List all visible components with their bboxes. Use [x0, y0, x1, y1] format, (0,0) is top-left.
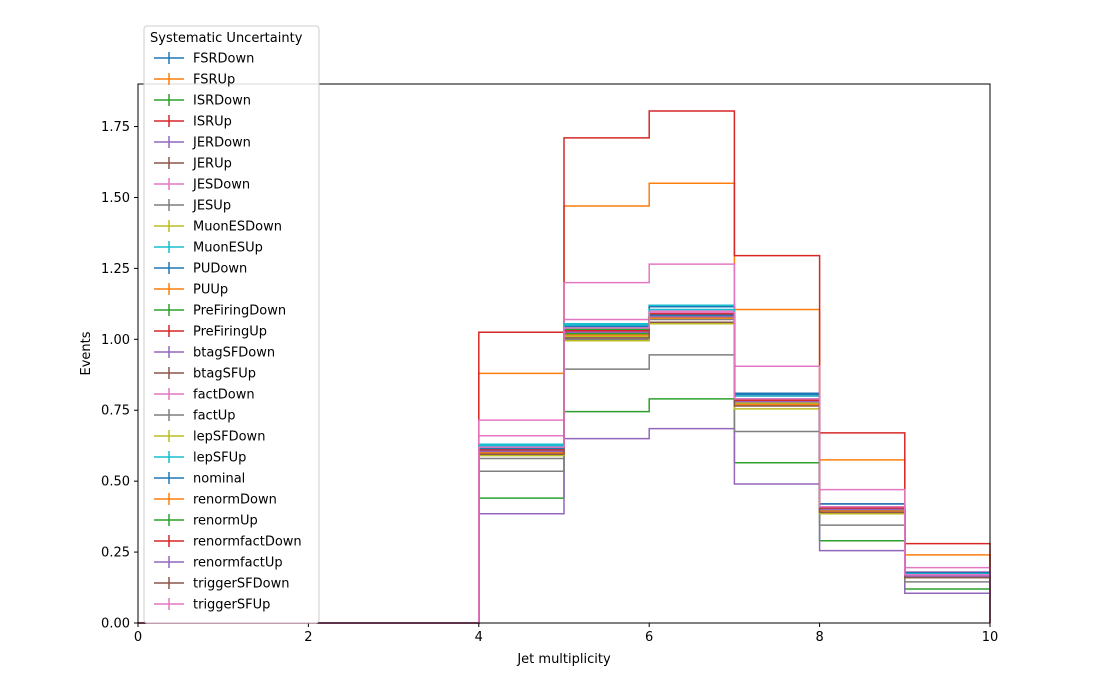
legend-label: PreFiringDown [193, 304, 286, 319]
legend-label: FSRDown [193, 52, 254, 67]
x-tick-label: 8 [815, 630, 823, 645]
legend-label: JERUp [192, 157, 232, 172]
legend-label: lepSFUp [193, 451, 246, 466]
x-tick-label: 2 [304, 630, 312, 645]
legend-label: btagSFDown [193, 346, 275, 361]
legend-label: renormUp [193, 514, 258, 529]
x-axis: 0 2 4 6 8 10 [134, 623, 998, 645]
legend-label: renormDown [193, 493, 277, 508]
y-tick-label: 1.00 [101, 333, 130, 348]
y-tick-label: 0.50 [101, 475, 130, 490]
y-tick-label: 0.25 [101, 546, 130, 561]
legend-label: FSRUp [193, 73, 235, 88]
legend-label: lepSFDown [193, 430, 265, 445]
y-axis-label: Events [79, 331, 94, 375]
y-tick-label: 0.75 [101, 404, 130, 419]
y-tick-label: 1.25 [101, 262, 130, 277]
legend-label: PUUp [193, 283, 228, 298]
legend-label: MuonESDown [193, 220, 282, 235]
plot-frame [137, 83, 991, 624]
legend-label: PreFiringUp [193, 325, 267, 340]
x-axis-label: Jet multiplicity [516, 652, 611, 667]
x-tick-label: 4 [475, 630, 483, 645]
legend-label: JESDown [192, 178, 250, 193]
x-tick-label: 0 [134, 630, 142, 645]
legend: Systematic Uncertainty FSRDown FSRUp ISRDo… [143, 25, 320, 624]
legend-label: triggerSFUp [193, 598, 270, 613]
legend-label: triggerSFDown [193, 577, 289, 592]
x-tick-label: 6 [645, 630, 653, 645]
legend-title: Systematic Uncertainty [150, 31, 303, 46]
y-tick-label: 1.50 [101, 191, 130, 206]
legend-label: factDown [193, 388, 255, 403]
legend-label: nominal [193, 472, 245, 487]
legend-label: JESUp [192, 199, 231, 214]
y-axis: 0.00 0.25 0.50 0.75 1.00 1.25 1.50 1.75 [101, 120, 138, 632]
y-tick-label: 0.00 [101, 617, 130, 632]
legend-label: PUDown [193, 262, 247, 277]
legend-items: FSRDown FSRUp ISRDown ISRUp JERDown JERUp JESD… [154, 52, 302, 613]
legend-label: factUp [193, 409, 236, 424]
legend-label: renormfactDown [193, 535, 302, 550]
legend-label: ISRDown [193, 94, 251, 109]
x-tick-label: 10 [982, 630, 999, 645]
legend-label: JERDown [192, 136, 251, 151]
legend-label: btagSFUp [193, 367, 256, 382]
legend-label: MuonESUp [193, 241, 263, 256]
legend-box [143, 25, 320, 624]
y-tick-label: 1.75 [101, 120, 130, 135]
legend-label: ISRUp [193, 115, 232, 130]
legend-label: renormfactUp [193, 556, 283, 571]
